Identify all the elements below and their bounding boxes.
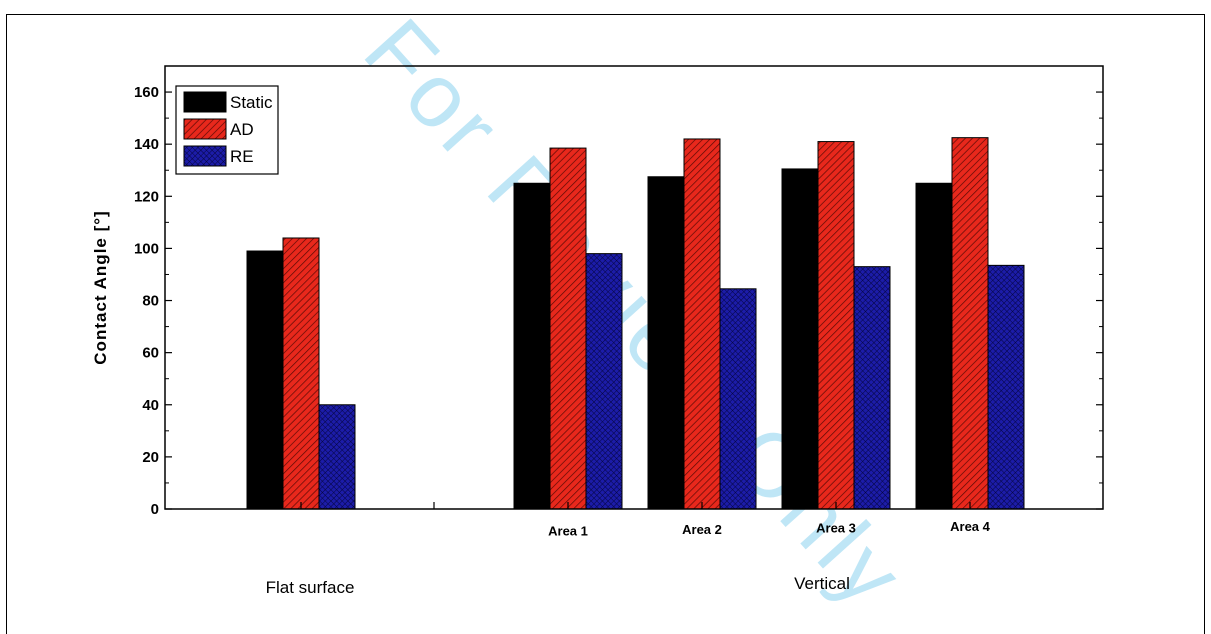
y-tick-label: 80 [142, 293, 159, 310]
bar-static [915, 182, 953, 510]
bar-re [318, 404, 356, 510]
legend-swatch-ad [183, 118, 227, 140]
y-tick-label: 40 [142, 397, 159, 414]
group-label: Flat surface [266, 578, 355, 597]
plot-area-frame [164, 65, 1104, 510]
bar-re [853, 266, 891, 510]
category-label: Area 3 [816, 521, 856, 536]
y-tick-label: 0 [151, 501, 159, 518]
bar-static [781, 168, 819, 510]
legend-swatch-static [183, 91, 227, 113]
legend-label-static: Static [230, 93, 273, 112]
bar-static [246, 250, 284, 510]
legend-label-ad: AD [230, 120, 254, 139]
bar-ad [549, 147, 587, 510]
y-tick-label: 60 [142, 345, 159, 362]
group-label: Vertical [794, 574, 850, 593]
bar-re [719, 288, 757, 510]
y-tick-label: 120 [134, 188, 159, 205]
legend-swatch-re [183, 145, 227, 167]
bar-static [647, 176, 685, 510]
y-tick-label: 100 [134, 240, 159, 257]
y-tick-label: 140 [134, 136, 159, 153]
bar-static [513, 182, 551, 510]
category-label: Area 2 [682, 522, 722, 537]
category-label: Area 4 [950, 519, 991, 534]
bar-ad [817, 141, 855, 510]
figure-frame [6, 14, 1205, 634]
y-tick-label: 20 [142, 449, 159, 466]
bar-re [987, 264, 1025, 510]
bar-ad [951, 137, 989, 510]
bar-ad [282, 237, 320, 510]
y-tick-label: 160 [134, 84, 159, 101]
y-axis-label: Contact Angle [°] [91, 210, 110, 364]
legend-label-re: RE [230, 147, 254, 166]
bar-re [585, 253, 623, 510]
category-label: Area 1 [548, 524, 588, 539]
bar-ad [683, 138, 721, 510]
